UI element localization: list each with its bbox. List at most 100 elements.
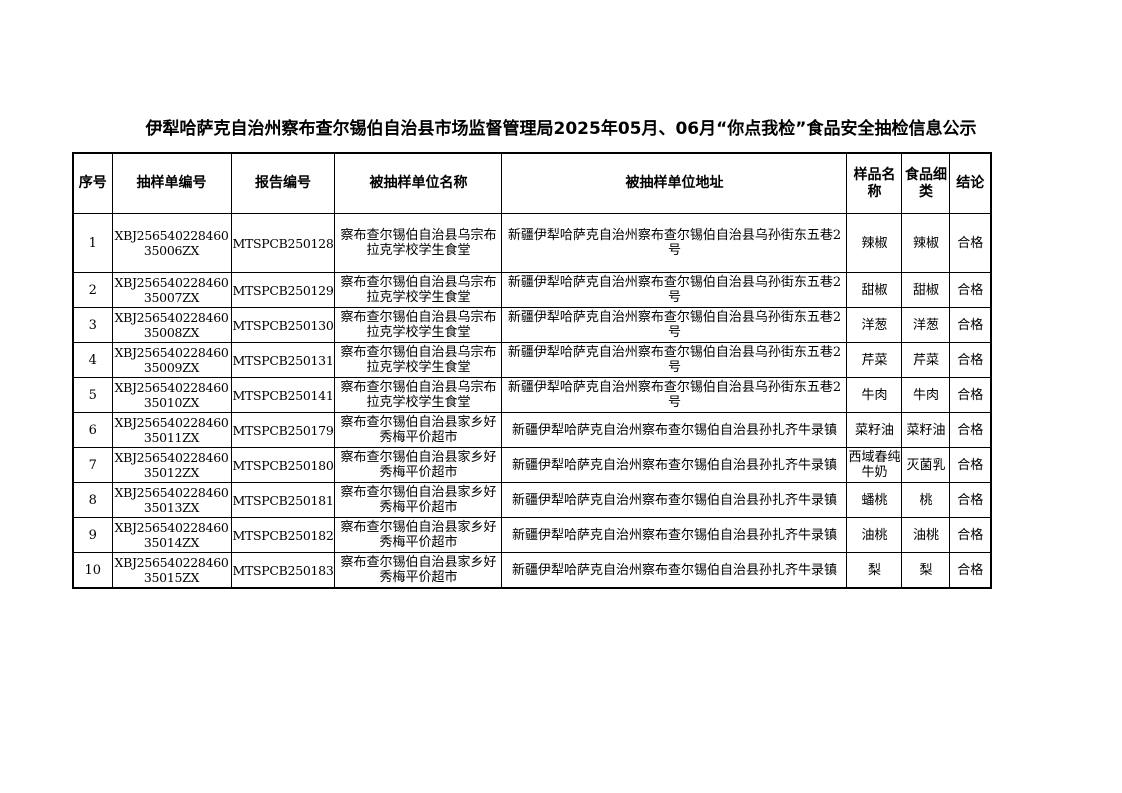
header-food-category: 食品细类 xyxy=(901,152,951,214)
unit-address-cell: 新疆伊犁哈萨克自治州察布查尔锡伯自治县孙扎齐牛录镇 xyxy=(501,412,848,448)
sample-no-cell: XBJ25654022846035008ZX xyxy=(111,307,232,343)
header-unit-address: 被抽样单位地址 xyxy=(501,152,848,214)
food-category-cell: 油桃 xyxy=(901,517,951,553)
unit-address-cell: 新疆伊犁哈萨克自治州察布查尔锡伯自治县孙扎齐牛录镇 xyxy=(501,447,848,483)
header-row: 序号 抽样单编号 报告编号 被抽样单位名称 被抽样单位地址 样品名称 食品细类 … xyxy=(72,152,992,214)
food-category-cell: 辣椒 xyxy=(901,213,951,273)
header-index: 序号 xyxy=(72,152,113,214)
conclusion-cell: 合格 xyxy=(949,377,992,413)
sample-name-cell: 辣椒 xyxy=(846,213,903,273)
table-row: 7 XBJ25654022846035012ZX MTSPCB250180 察布查尔锡… xyxy=(72,447,992,483)
unit-name-cell: 察布查尔锡伯自治县家乡好秀梅平价超市 xyxy=(334,482,503,518)
conclusion-cell: 合格 xyxy=(949,552,992,589)
conclusion-cell: 合格 xyxy=(949,272,992,308)
sample-name-cell: 梨 xyxy=(846,552,903,589)
sample-no-cell: XBJ25654022846035012ZX xyxy=(111,447,232,483)
report-no-cell: MTSPCB250130 xyxy=(230,307,336,343)
page-title: 伊犁哈萨克自治州察布查尔锡伯自治县市场监督管理局2025年05月、06月“你点我… xyxy=(145,119,977,139)
unit-name-cell: 察布查尔锡伯自治县家乡好秀梅平价超市 xyxy=(334,447,503,483)
sample-no-cell: XBJ25654022846035013ZX xyxy=(111,482,232,518)
unit-name-cell: 察布查尔锡伯自治县乌宗布拉克学校学生食堂 xyxy=(334,213,503,273)
header-unit-name: 被抽样单位名称 xyxy=(334,152,503,214)
table-row: 9 XBJ25654022846035014ZX MTSPCB250182 察布查尔锡… xyxy=(72,517,992,553)
sample-name-cell: 洋葱 xyxy=(846,307,903,343)
food-category-cell: 洋葱 xyxy=(901,307,951,343)
table-row: 8 XBJ25654022846035013ZX MTSPCB250181 察布查尔锡… xyxy=(72,482,992,518)
table-row: 4 XBJ25654022846035009ZX MTSPCB250131 察布查尔锡… xyxy=(72,342,992,378)
conclusion-cell: 合格 xyxy=(949,307,992,343)
conclusion-cell: 合格 xyxy=(949,447,992,483)
conclusion-cell: 合格 xyxy=(949,342,992,378)
sample-name-cell: 牛肉 xyxy=(846,377,903,413)
food-category-cell: 桃 xyxy=(901,482,951,518)
food-category-cell: 芹菜 xyxy=(901,342,951,378)
unit-name-cell: 察布查尔锡伯自治县乌宗布拉克学校学生食堂 xyxy=(334,377,503,413)
unit-address-cell: 新疆伊犁哈萨克自治州察布查尔锡伯自治县孙扎齐牛录镇 xyxy=(501,552,848,589)
header-conclusion: 结论 xyxy=(949,152,992,214)
sample-name-cell: 蟠桃 xyxy=(846,482,903,518)
row-index-cell: 2 xyxy=(72,272,113,308)
conclusion-cell: 合格 xyxy=(949,517,992,553)
sample-no-cell: XBJ25654022846035011ZX xyxy=(111,412,232,448)
unit-address-cell: 新疆伊犁哈萨克自治州察布查尔锡伯自治县乌孙街东五巷2号 xyxy=(501,272,848,308)
report-no-cell: MTSPCB250183 xyxy=(230,552,336,589)
row-index-cell: 6 xyxy=(72,412,113,448)
report-no-cell: MTSPCB250128 xyxy=(230,213,336,273)
report-no-cell: MTSPCB250180 xyxy=(230,447,336,483)
table-row: 3 XBJ25654022846035008ZX MTSPCB250130 察布查尔锡… xyxy=(72,307,992,343)
sample-no-cell: XBJ25654022846035009ZX xyxy=(111,342,232,378)
report-no-cell: MTSPCB250182 xyxy=(230,517,336,553)
unit-name-cell: 察布查尔锡伯自治县家乡好秀梅平价超市 xyxy=(334,552,503,589)
header-report-no: 报告编号 xyxy=(230,152,336,214)
report-no-cell: MTSPCB250129 xyxy=(230,272,336,308)
table-row: 1 XBJ25654022846035006ZX MTSPCB250128 察布查尔锡… xyxy=(72,213,992,273)
unit-address-cell: 新疆伊犁哈萨克自治州察布查尔锡伯自治县乌孙街东五巷2号 xyxy=(501,307,848,343)
food-category-cell: 梨 xyxy=(901,552,951,589)
sample-no-cell: XBJ25654022846035007ZX xyxy=(111,272,232,308)
sample-no-cell: XBJ25654022846035010ZX xyxy=(111,377,232,413)
header-sample-no: 抽样单编号 xyxy=(111,152,232,214)
unit-address-cell: 新疆伊犁哈萨克自治州察布查尔锡伯自治县乌孙街东五巷2号 xyxy=(501,377,848,413)
header-sample-name: 样品名称 xyxy=(846,152,903,214)
unit-name-cell: 察布查尔锡伯自治县乌宗布拉克学校学生食堂 xyxy=(334,272,503,308)
sample-no-cell: XBJ25654022846035006ZX xyxy=(111,213,232,273)
sample-name-cell: 甜椒 xyxy=(846,272,903,308)
food-category-cell: 菜籽油 xyxy=(901,412,951,448)
unit-name-cell: 察布查尔锡伯自治县家乡好秀梅平价超市 xyxy=(334,412,503,448)
unit-name-cell: 察布查尔锡伯自治县乌宗布拉克学校学生食堂 xyxy=(334,307,503,343)
sample-name-cell: 芹菜 xyxy=(846,342,903,378)
unit-address-cell: 新疆伊犁哈萨克自治州察布查尔锡伯自治县孙扎齐牛录镇 xyxy=(501,482,848,518)
table-row: 6 XBJ25654022846035011ZX MTSPCB250179 察布查尔锡… xyxy=(72,412,992,448)
food-category-cell: 甜椒 xyxy=(901,272,951,308)
row-index-cell: 9 xyxy=(72,517,113,553)
conclusion-cell: 合格 xyxy=(949,482,992,518)
row-index-cell: 5 xyxy=(72,377,113,413)
row-index-cell: 3 xyxy=(72,307,113,343)
table-row: 2 XBJ25654022846035007ZX MTSPCB250129 察布查尔锡… xyxy=(72,272,992,308)
row-index-cell: 8 xyxy=(72,482,113,518)
table-row: 10 XBJ25654022846035015ZX MTSPCB250183 察布查尔… xyxy=(72,552,992,589)
unit-address-cell: 新疆伊犁哈萨克自治州察布查尔锡伯自治县孙扎齐牛录镇 xyxy=(501,517,848,553)
row-index-cell: 10 xyxy=(72,552,113,589)
table-row: 5 XBJ25654022846035010ZX MTSPCB250141 察布查尔锡… xyxy=(72,377,992,413)
food-category-cell: 灭菌乳 xyxy=(901,447,951,483)
report-no-cell: MTSPCB250181 xyxy=(230,482,336,518)
row-index-cell: 4 xyxy=(72,342,113,378)
inspection-table: 序号 抽样单编号 报告编号 被抽样单位名称 被抽样单位地址 样品名称 食品细类 … xyxy=(72,152,992,589)
report-no-cell: MTSPCB250179 xyxy=(230,412,336,448)
food-category-cell: 牛肉 xyxy=(901,377,951,413)
row-index-cell: 1 xyxy=(72,213,113,273)
sample-name-cell: 油桃 xyxy=(846,517,903,553)
report-no-cell: MTSPCB250131 xyxy=(230,342,336,378)
unit-address-cell: 新疆伊犁哈萨克自治州察布查尔锡伯自治县乌孙街东五巷2号 xyxy=(501,213,848,273)
unit-address-cell: 新疆伊犁哈萨克自治州察布查尔锡伯自治县乌孙街东五巷2号 xyxy=(501,342,848,378)
sample-no-cell: XBJ25654022846035014ZX xyxy=(111,517,232,553)
row-index-cell: 7 xyxy=(72,447,113,483)
sample-no-cell: XBJ25654022846035015ZX xyxy=(111,552,232,589)
unit-name-cell: 察布查尔锡伯自治县乌宗布拉克学校学生食堂 xyxy=(334,342,503,378)
report-no-cell: MTSPCB250141 xyxy=(230,377,336,413)
sample-name-cell: 菜籽油 xyxy=(846,412,903,448)
conclusion-cell: 合格 xyxy=(949,412,992,448)
conclusion-cell: 合格 xyxy=(949,213,992,273)
sample-name-cell: 西域春纯牛奶 xyxy=(846,447,903,483)
